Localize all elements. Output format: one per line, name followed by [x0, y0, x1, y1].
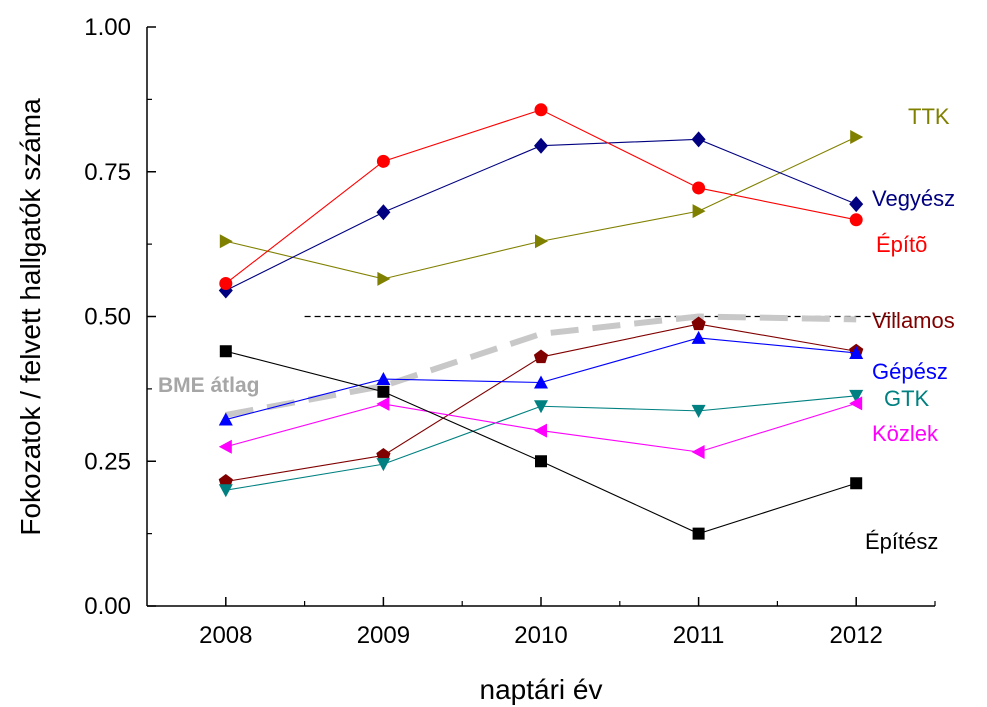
- series-line-ttk: [225, 136, 857, 280]
- x-tick-label: 2009: [357, 622, 410, 649]
- series-label-villamos: Villamos: [872, 308, 955, 333]
- data-point-ttk: [219, 234, 233, 249]
- x-tick-label: 2010: [514, 622, 567, 649]
- data-point-villamos: [533, 349, 549, 364]
- data-point-kozlek: [218, 439, 232, 454]
- data-point-epitesz: [535, 455, 547, 468]
- data-point-kozlek: [849, 396, 863, 411]
- series-label-vegyesz: Vegyész: [872, 186, 955, 211]
- data-point-ttk: [377, 271, 391, 286]
- data-point-gtk: [534, 400, 548, 414]
- data-point-epito: [219, 276, 233, 290]
- series-label-epito: Építõ: [876, 232, 927, 257]
- data-point-ttk: [850, 130, 864, 145]
- x-axis-title: naptári év: [480, 674, 603, 705]
- series-line-epito: [225, 109, 857, 284]
- x-tick-label: 2012: [830, 622, 883, 649]
- data-point-vegyesz: [691, 131, 706, 148]
- series-label-epitesz: Építész: [865, 529, 938, 554]
- data-point-villamos: [376, 448, 391, 462]
- data-point-epito: [849, 213, 863, 227]
- y-tick-label: 1.00: [84, 14, 131, 41]
- y-tick-label: 0.00: [84, 593, 131, 620]
- average-line: [225, 313, 857, 418]
- data-point-gepesz: [218, 412, 233, 426]
- data-point-epitesz: [850, 477, 863, 490]
- data-point-gepesz: [849, 345, 864, 359]
- data-point-gtk: [849, 389, 864, 403]
- data-point-kozlek: [376, 396, 390, 411]
- data-point-epitesz: [219, 345, 232, 358]
- data-point-epitesz: [377, 385, 390, 398]
- data-point-gepesz: [534, 375, 548, 389]
- series-label-ttk: TTK: [908, 104, 950, 129]
- data-point-vegyesz: [376, 204, 391, 221]
- y-axis-title: Fokozatok / felvett hallgatók száma: [15, 98, 46, 536]
- series-line-vegyesz: [225, 138, 857, 291]
- data-point-gtk: [691, 404, 706, 418]
- data-point-epito: [376, 154, 390, 168]
- x-tick-label: 2008: [199, 622, 252, 649]
- data-point-ttk: [535, 234, 548, 249]
- series-label-gtk: GTK: [884, 386, 930, 411]
- x-tick-label: 2011: [673, 622, 725, 649]
- data-point-kozlek: [691, 444, 705, 459]
- average-label: BME átlag: [158, 374, 260, 397]
- data-point-kozlek: [534, 423, 547, 438]
- data-point-epito: [692, 181, 706, 195]
- series-label-kozlek: Közlek: [872, 421, 939, 446]
- data-point-vegyesz: [849, 196, 864, 213]
- y-tick-label: 0.50: [84, 304, 131, 331]
- data-point-gtk: [376, 458, 391, 472]
- data-point-epitesz: [692, 527, 705, 540]
- y-tick-label: 0.75: [84, 159, 131, 186]
- data-point-epito: [534, 103, 548, 117]
- data-point-gepesz: [691, 330, 706, 344]
- data-point-gtk: [218, 484, 233, 498]
- series-label-gepesz: Gépész: [872, 359, 948, 384]
- data-point-villamos: [691, 316, 706, 331]
- data-point-gepesz: [376, 372, 391, 386]
- data-point-vegyesz: [534, 137, 548, 154]
- y-tick-label: 0.25: [84, 448, 131, 475]
- data-point-ttk: [692, 204, 706, 219]
